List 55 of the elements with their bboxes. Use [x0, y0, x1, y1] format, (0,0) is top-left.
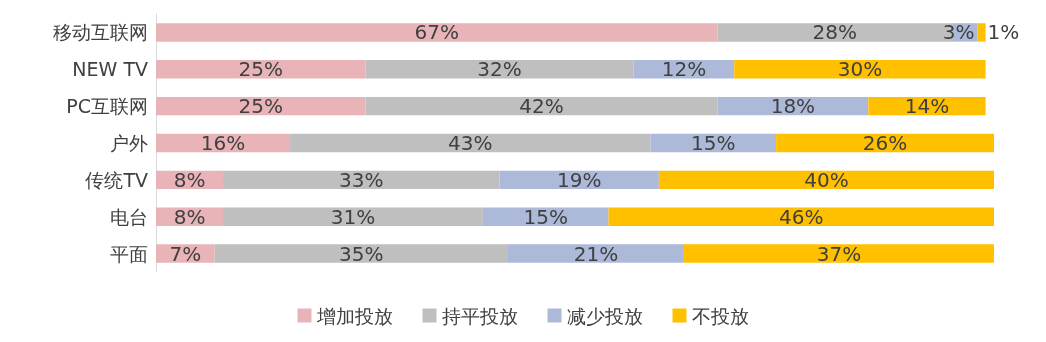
data-label: 12%: [661, 57, 707, 82]
data-label: 35%: [339, 241, 384, 266]
data-label: 67%: [414, 20, 459, 45]
data-label: 25%: [238, 57, 283, 82]
y-tick-label: 户外: [110, 132, 148, 154]
y-tick-label: 移动互联网: [53, 21, 148, 44]
data-label: 15%: [523, 204, 568, 229]
bar: [156, 23, 718, 42]
data-label: 28%: [812, 20, 858, 45]
y-tick-label: NEW TV: [72, 58, 148, 81]
data-label: 21%: [573, 241, 619, 266]
bar: [776, 133, 994, 153]
data-label: 7%: [169, 241, 202, 266]
data-label: 19%: [556, 167, 602, 192]
data-label: 33%: [339, 167, 384, 192]
y-tick-label: 传统TV: [85, 168, 148, 191]
data-label: 8%: [173, 167, 206, 192]
legend-label: 持平投放: [441, 304, 518, 327]
data-label: 1%: [987, 20, 1020, 45]
bar: [734, 60, 986, 79]
bar: [977, 23, 986, 42]
data-label: 32%: [477, 57, 522, 82]
y-tick-label: 电台: [110, 205, 148, 228]
bar: [223, 170, 500, 190]
bar: [156, 60, 366, 79]
data-label: 14%: [904, 94, 950, 119]
data-label: 43%: [448, 131, 493, 155]
bar: [608, 207, 994, 226]
bar: [507, 244, 684, 263]
bar: [658, 170, 994, 190]
legend-label: 增加投放: [315, 304, 393, 327]
bar: [223, 207, 483, 226]
bar: [365, 96, 718, 116]
bar: [290, 133, 651, 153]
data-label: 37%: [816, 241, 862, 266]
data-label: 3%: [942, 20, 975, 45]
data-label: 18%: [770, 94, 816, 119]
bar: [683, 244, 994, 263]
bar: [365, 60, 634, 79]
bar: [214, 244, 508, 263]
data-label: 16%: [200, 131, 246, 155]
data-label: 8%: [173, 204, 206, 229]
legend-label: 不投放: [691, 304, 749, 327]
y-tick-label: PC互联网: [66, 95, 148, 118]
data-label: 46%: [779, 204, 824, 229]
data-label: 25%: [238, 94, 283, 119]
y-tick-label: 平面: [110, 242, 148, 265]
data-label: 15%: [691, 131, 736, 155]
data-label: 31%: [330, 204, 376, 229]
legend-label: 减少投放: [566, 304, 643, 327]
data-label: 42%: [519, 94, 564, 119]
data-label: 30%: [837, 57, 883, 82]
bar: [156, 96, 366, 116]
data-label: 26%: [862, 131, 908, 155]
data-label: 40%: [804, 167, 849, 192]
